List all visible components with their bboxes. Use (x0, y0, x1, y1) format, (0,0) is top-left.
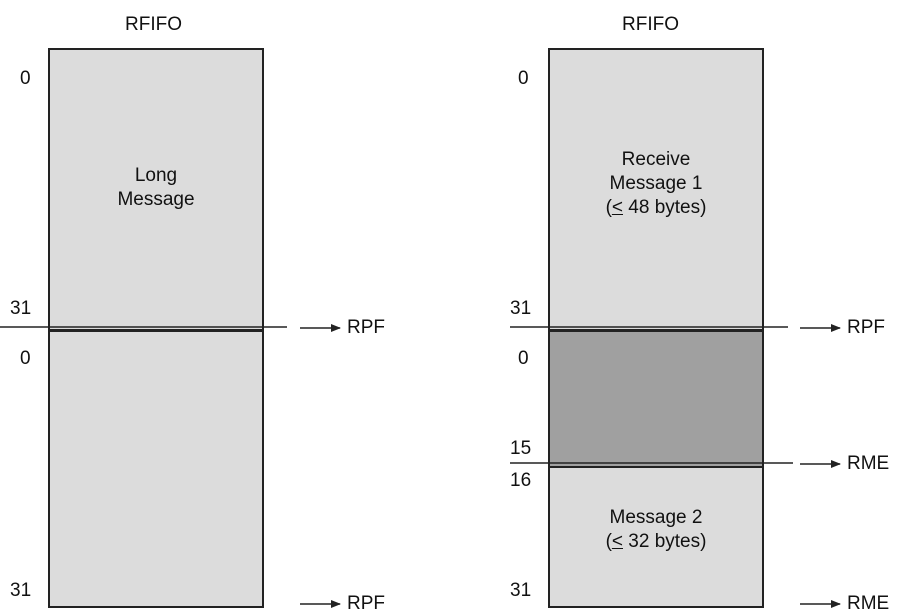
right-block1-text: Receive Message 1 (< 48 bytes) (548, 148, 764, 220)
right-block1-line3: (< 48 bytes) (605, 197, 707, 218)
right-signal-rpf: RPF (847, 317, 885, 338)
left-index-mid31: 31 (10, 298, 32, 319)
left-index-mid0: 0 (20, 348, 31, 369)
left-signal-rpf-bottom: RPF (347, 593, 385, 614)
right-block-message1 (550, 50, 762, 332)
right-block-shaded (550, 332, 762, 468)
right-index-b16: 16 (510, 470, 532, 491)
right-block3-line2: (< 32 bytes) (605, 531, 707, 552)
left-block-line1: Long (134, 165, 178, 186)
right-index-b15: 15 (510, 438, 532, 459)
right-fifo-box (548, 48, 764, 608)
right-block1-line1: Receive (621, 149, 691, 170)
left-fifo-title: RFIFO (125, 14, 182, 35)
right-block1-line2: Message 1 (609, 173, 703, 194)
left-index-top0: 0 (20, 68, 31, 89)
left-signal-rpf-mid: RPF (347, 317, 385, 338)
right-index-bot31: 31 (510, 580, 532, 601)
left-fifo-box (48, 48, 264, 608)
right-index-mid0: 0 (518, 348, 529, 369)
right-signal-rme-bottom: RME (847, 593, 890, 614)
right-fifo-title: RFIFO (622, 14, 679, 35)
right-index-top0: 0 (518, 68, 529, 89)
right-signal-rme-mid: RME (847, 453, 890, 474)
right-index-mid31: 31 (510, 298, 532, 319)
left-index-bot31: 31 (10, 580, 32, 601)
right-block3-line1: Message 2 (609, 507, 703, 528)
left-block-long-message (50, 50, 262, 332)
left-block-line2: Message (117, 189, 195, 210)
right-block3-text: Message 2 (< 32 bytes) (548, 506, 764, 554)
left-block-text: Long Message (48, 164, 264, 212)
